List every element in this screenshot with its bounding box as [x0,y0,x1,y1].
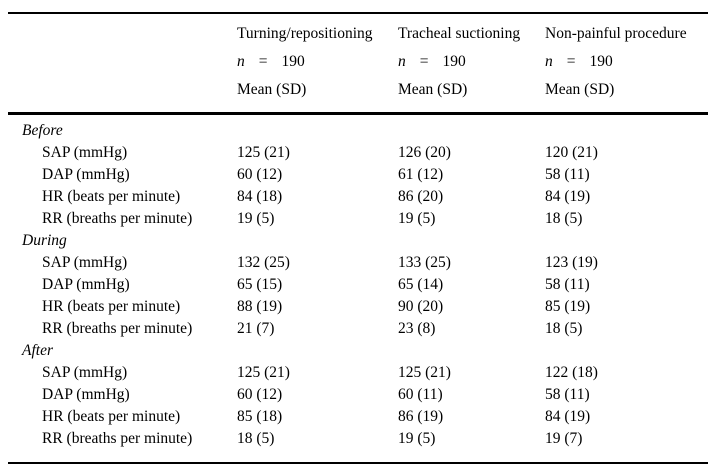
n-symbol: n [398,53,406,70]
table-body: Before SAP (mmHg) 125 (21) 126 (20) 120 … [8,114,708,464]
value-cell: 18 (5) [545,320,583,337]
value-cell: 23 (8) [398,320,436,337]
table-row: SAP (mmHg) 125 (21) 126 (20) 120 (21) [8,142,708,164]
value-cell: 122 (18) [545,364,598,381]
value-cell: 60 (11) [398,386,443,403]
value-cell: 125 (21) [237,364,290,381]
section-row-during: During [8,230,708,252]
value-cell: 58 (11) [545,386,590,403]
row-label: RR (breaths per minute) [42,320,193,337]
value-cell: 21 (7) [237,320,275,337]
mean-sd-cell: Mean (SD) [545,81,615,98]
value-cell: 133 (25) [398,254,451,271]
value-cell: 58 (11) [545,166,590,183]
value-cell: 84 (18) [237,188,283,205]
row-label: DAP (mmHg) [42,276,130,293]
vital-signs-table: Turning/repositioning Tracheal suctionin… [8,12,708,464]
row-label: SAP (mmHg) [42,144,128,161]
row-label: SAP (mmHg) [42,364,128,381]
equals-sign: = [258,53,268,70]
value-cell: 18 (5) [545,210,583,227]
value-cell: 86 (20) [398,188,444,205]
table-row: SAP (mmHg) 132 (25) 133 (25) 123 (19) [8,252,708,274]
value-cell: 19 (5) [237,210,275,227]
row-label: HR (beats per minute) [42,188,181,205]
row-label: HR (beats per minute) [42,408,181,425]
value-cell: 19 (5) [398,430,436,447]
value-cell: 84 (19) [545,408,591,425]
value-cell: 65 (15) [237,276,283,293]
mean-sd-header-row: Mean (SD) Mean (SD) Mean (SD) [8,76,708,114]
value-cell: 123 (19) [545,254,598,271]
column-header-turning: Turning/repositioning [237,25,373,42]
value-cell: 120 (21) [545,144,598,161]
value-cell: 60 (12) [237,166,283,183]
value-cell: 88 (19) [237,298,283,315]
paper-table-page: Turning/repositioning Tracheal suctionin… [0,12,715,467]
value-cell: 126 (20) [398,144,451,161]
section-row-after: After [8,340,708,362]
table-row: DAP (mmHg) 65 (15) 65 (14) 58 (11) [8,274,708,296]
value-cell: 132 (25) [237,254,290,271]
section-label: After [22,342,53,359]
section-label: Before [22,122,63,139]
value-cell: 84 (19) [545,188,591,205]
row-label: RR (breaths per minute) [42,430,193,447]
equals-sign: = [419,53,429,70]
value-cell: 90 (20) [398,298,444,315]
empty-header-cell [8,48,237,76]
row-label: DAP (mmHg) [42,386,130,403]
table-row: RR (breaths per minute) 18 (5) 19 (5) 19… [8,428,708,463]
equals-sign: = [566,53,576,70]
table-row: SAP (mmHg) 125 (21) 125 (21) 122 (18) [8,362,708,384]
value-cell: 58 (11) [545,276,590,293]
table-row: RR (breaths per minute) 21 (7) 23 (8) 18… [8,318,708,340]
value-cell: 19 (7) [545,430,583,447]
mean-sd-cell: Mean (SD) [237,81,307,98]
row-label: DAP (mmHg) [42,166,130,183]
table-row: HR (beats per minute) 88 (19) 90 (20) 85… [8,296,708,318]
column-header-tracheal: Tracheal suctioning [398,25,521,42]
empty-header-cell [8,76,237,114]
n-value: 190 [442,53,466,70]
value-cell: 86 (19) [398,408,444,425]
table-row: HR (beats per minute) 84 (18) 86 (20) 84… [8,186,708,208]
value-cell: 19 (5) [398,210,436,227]
value-cell: 125 (21) [237,144,290,161]
column-header-nonpainful: Non-painful procedure [545,25,687,42]
value-cell: 65 (14) [398,276,444,293]
value-cell: 61 (12) [398,166,444,183]
section-label: During [22,232,67,249]
n-symbol: n [237,53,245,70]
row-label: RR (breaths per minute) [42,210,193,227]
row-label: HR (beats per minute) [42,298,181,315]
value-cell: 125 (21) [398,364,451,381]
n-cell: n = 190 [237,48,398,76]
table-row: DAP (mmHg) 60 (12) 61 (12) 58 (11) [8,164,708,186]
table-row: RR (breaths per minute) 19 (5) 19 (5) 18… [8,208,708,230]
n-cell: n = 190 [545,48,708,76]
n-value: 190 [281,53,305,70]
value-cell: 60 (12) [237,386,283,403]
empty-header-cell [8,13,237,48]
value-cell: 85 (18) [237,408,283,425]
mean-sd-cell: Mean (SD) [398,81,468,98]
value-cell: 85 (19) [545,298,591,315]
n-symbol: n [545,53,553,70]
n-value: 190 [589,53,613,70]
section-row-before: Before [8,114,708,143]
column-header-row: Turning/repositioning Tracheal suctionin… [8,13,708,48]
table-row: DAP (mmHg) 60 (12) 60 (11) 58 (11) [8,384,708,406]
sample-size-row: n = 190 n = 190 n = 190 [8,48,708,76]
n-cell: n = 190 [398,48,545,76]
value-cell: 18 (5) [237,430,275,447]
table-header: Turning/repositioning Tracheal suctionin… [8,13,708,114]
table-row: HR (beats per minute) 85 (18) 86 (19) 84… [8,406,708,428]
row-label: SAP (mmHg) [42,254,128,271]
